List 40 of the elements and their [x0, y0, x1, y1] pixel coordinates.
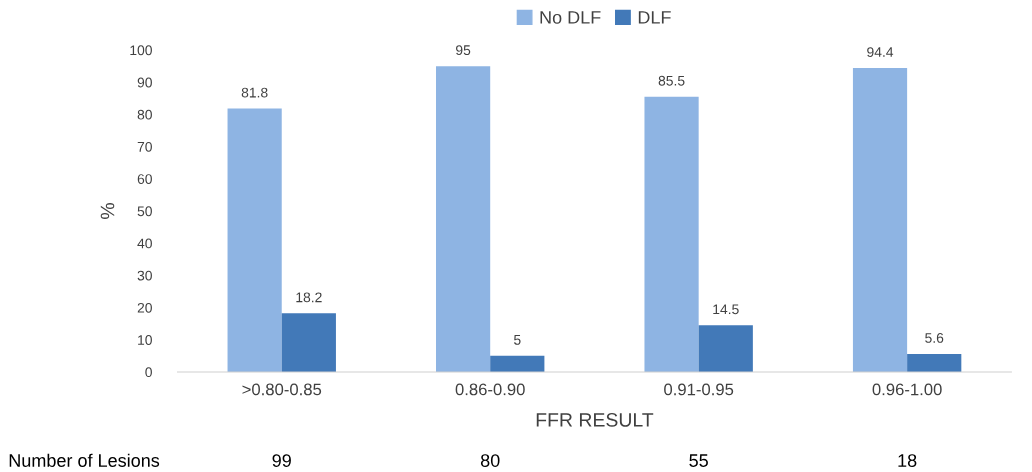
data-label: 94.4: [867, 47, 894, 57]
bar: [644, 96, 699, 372]
legend-label: No DLF: [540, 11, 601, 24]
y-tick-label: 10: [138, 335, 152, 345]
x-tick-label: 0.86-0.90: [455, 383, 525, 396]
data-label: 95: [456, 45, 471, 56]
bar: [490, 355, 545, 372]
y-tick-label: 20: [137, 302, 152, 313]
y-tick-label: 0: [145, 367, 152, 378]
data-label: 18.2: [296, 292, 322, 303]
y-tick-label: 70: [137, 141, 152, 152]
bar: [698, 325, 753, 372]
data-label: 81.8: [241, 87, 268, 98]
text: 55: [689, 454, 708, 467]
x-tick-label: >0.80-0.85: [242, 383, 322, 396]
x-tick-label: 0.91-0.95: [664, 383, 734, 396]
y-tick-label: 60: [137, 174, 152, 184]
bar: [436, 66, 491, 372]
y-tick-label: 100: [130, 45, 152, 56]
bar: [227, 108, 282, 372]
y-tick-label: 80: [137, 109, 152, 120]
text: Number of Lesions: [9, 453, 160, 467]
bar: [281, 313, 336, 372]
data-label: 14.5: [713, 304, 739, 315]
y-tick-label: 40: [137, 238, 152, 249]
legend-label: DLF: [638, 11, 671, 24]
data-label: 5.6: [925, 333, 944, 343]
text: 80: [480, 454, 500, 467]
data-label: 85.5: [658, 75, 685, 86]
y-axis-title: %: [100, 203, 115, 219]
y-tick-label: 90: [137, 77, 152, 88]
y-tick-label: 30: [137, 270, 152, 281]
y-tick-label: 50: [137, 206, 152, 217]
text: 18: [898, 454, 917, 467]
x-axis-title: FFR RESULT: [536, 412, 654, 427]
x-tick-label: 0.96-1.00: [872, 383, 942, 396]
text: 99: [272, 454, 291, 467]
data-label: 5: [513, 335, 521, 345]
bar: [852, 68, 908, 372]
bar: [907, 353, 962, 372]
